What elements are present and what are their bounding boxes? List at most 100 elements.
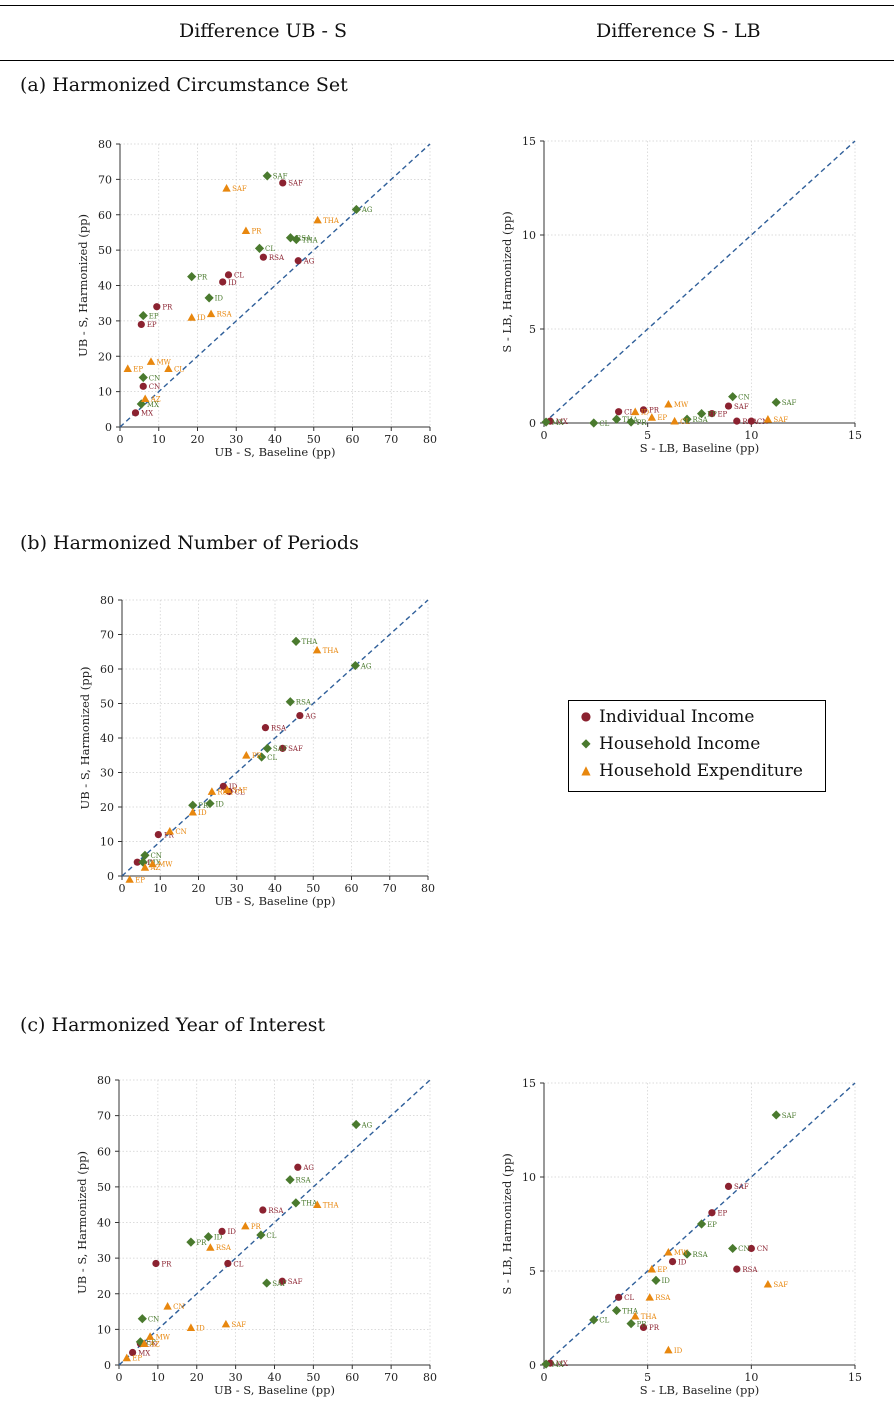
data-point-label: RSA xyxy=(296,1177,312,1185)
data-point-label: CN xyxy=(173,1303,184,1311)
data-point-label: CL xyxy=(267,754,277,762)
section-title-a: (a) Harmonized Circumstance Set xyxy=(20,74,348,96)
y-tick-label: 30 xyxy=(98,315,112,328)
section-title-b: (b) Harmonized Number of Periods xyxy=(20,532,359,554)
data-point-household-income xyxy=(138,310,148,321)
x-tick-label: 30 xyxy=(230,882,244,895)
data-point-label: EP xyxy=(133,365,143,373)
legend-label: Household Expenditure xyxy=(599,761,803,781)
data-point-label: CN xyxy=(757,418,768,426)
y-tick-label: 40 xyxy=(97,1217,111,1230)
data-point-label: AG xyxy=(361,206,373,214)
data-point-household-income xyxy=(262,171,272,181)
y-tick-label: 60 xyxy=(97,1145,111,1158)
y-tick-label: 10 xyxy=(98,386,112,399)
x-tick-label: 30 xyxy=(229,1371,243,1384)
top-rule xyxy=(0,5,894,6)
data-point-individual-income xyxy=(708,410,716,418)
data-point-individual-income xyxy=(279,744,287,752)
data-point-household-expenditure xyxy=(631,407,640,416)
data-point-label: SAF xyxy=(773,416,788,424)
y-tick-label: 10 xyxy=(100,836,114,849)
data-point-individual-income xyxy=(219,278,227,286)
data-point-label: RSA xyxy=(269,254,285,262)
data-point-label: CL xyxy=(234,272,244,280)
data-point-household-income xyxy=(205,798,215,809)
data-point-household-expenditure xyxy=(186,1323,196,1331)
x-tick-label: 10 xyxy=(744,429,758,442)
data-point-label: SAF xyxy=(288,1278,303,1286)
triangle-marker-icon: ▲ xyxy=(581,763,591,777)
data-point-household-income xyxy=(291,636,301,646)
data-point-label: THA xyxy=(323,1201,340,1209)
data-point-label: ID xyxy=(215,295,224,303)
y-tick-label: 5 xyxy=(529,1265,536,1278)
data-point-label: ID xyxy=(661,1277,670,1285)
x-tick-label: 80 xyxy=(423,433,437,446)
chart-b-ub-s: 0 10 20 30 40 50 60 70 80 0 10 20 30 40 50 60 70 80 UB - S… xyxy=(78,594,435,908)
data-point-label: CN xyxy=(150,852,161,860)
data-point-label: CL xyxy=(624,1294,634,1302)
y-tick-label: 70 xyxy=(98,173,112,186)
data-point-label: RSA xyxy=(296,235,312,243)
y-tick-label: 80 xyxy=(97,1074,111,1087)
data-point-label: EP xyxy=(717,410,727,418)
data-point-label: THA xyxy=(302,236,319,244)
data-point-household-expenditure xyxy=(140,1339,149,1347)
data-point-household-expenditure xyxy=(222,184,231,192)
data-point-household-income xyxy=(262,743,272,753)
data-point-individual-income xyxy=(747,1244,755,1253)
data-point-label: SAF xyxy=(734,1183,749,1191)
y-tick-label: 50 xyxy=(98,244,112,257)
legend-entry-household-income: ◆ Household Income xyxy=(579,734,760,754)
x-tick-label: 0 xyxy=(541,1371,548,1384)
x-tick-label: 5 xyxy=(644,1371,651,1384)
data-point-household-income xyxy=(138,372,148,383)
data-point-label: MX xyxy=(143,859,155,867)
y-tick-label: 30 xyxy=(97,1252,111,1265)
data-point-label: ID xyxy=(196,1324,205,1332)
x-axis-label: UB - S, Baseline (pp) xyxy=(214,894,335,908)
data-point-label: CN xyxy=(757,1245,768,1253)
data-point-household-expenditure xyxy=(313,215,322,224)
data-point-individual-income xyxy=(137,320,145,329)
data-point-label: SAF xyxy=(773,1281,788,1289)
legend-label: Individual Income xyxy=(599,707,755,727)
diagonal-reference-line xyxy=(121,599,429,877)
data-point-label: CN xyxy=(175,828,186,836)
x-tick-label: 50 xyxy=(307,433,321,446)
data-point-label: SAF xyxy=(734,403,749,411)
x-tick-label: 20 xyxy=(190,1371,204,1384)
data-point-label: AG xyxy=(303,258,315,266)
y-tick-label: 10 xyxy=(97,1323,111,1336)
chart-a-s-lb: 0 5 10 15 0 5 10 15 S - LB, Baseline (pp) S - LB,… xyxy=(500,135,862,455)
data-point-household-income xyxy=(285,1175,295,1185)
data-point-label: SAF xyxy=(231,1321,246,1329)
data-point-household-expenditure xyxy=(645,1293,654,1301)
x-tick-label: 15 xyxy=(848,429,862,442)
data-point-household-expenditure xyxy=(670,416,679,425)
y-tick-label: 0 xyxy=(529,417,536,430)
data-point-label: CN xyxy=(149,374,160,382)
x-tick-label: 60 xyxy=(345,1371,359,1384)
data-point-household-expenditure xyxy=(631,1311,640,1320)
x-tick-label: 60 xyxy=(346,433,360,446)
data-point-household-expenditure xyxy=(148,859,157,868)
data-point-label: PR xyxy=(162,304,173,312)
data-point-household-income xyxy=(262,1278,272,1288)
data-point-individual-income xyxy=(218,1227,226,1236)
x-axis-label: UB - S, Baseline (pp) xyxy=(214,1383,335,1397)
data-point-label: EP xyxy=(657,1266,667,1274)
data-point-label: EP xyxy=(132,1355,142,1363)
data-point-label: CL xyxy=(680,418,690,426)
data-point-label: MW xyxy=(156,1333,171,1341)
x-tick-label: 20 xyxy=(191,433,205,446)
data-point-label: CN xyxy=(738,393,749,401)
data-point-household-expenditure xyxy=(146,357,156,365)
diagonal-reference-line xyxy=(119,143,431,428)
data-point-household-income xyxy=(140,850,150,860)
data-point-individual-income xyxy=(139,382,147,390)
data-point-label: MX xyxy=(138,1349,150,1357)
data-point-label: RSA xyxy=(217,311,233,319)
data-point-label: MX xyxy=(552,419,564,427)
